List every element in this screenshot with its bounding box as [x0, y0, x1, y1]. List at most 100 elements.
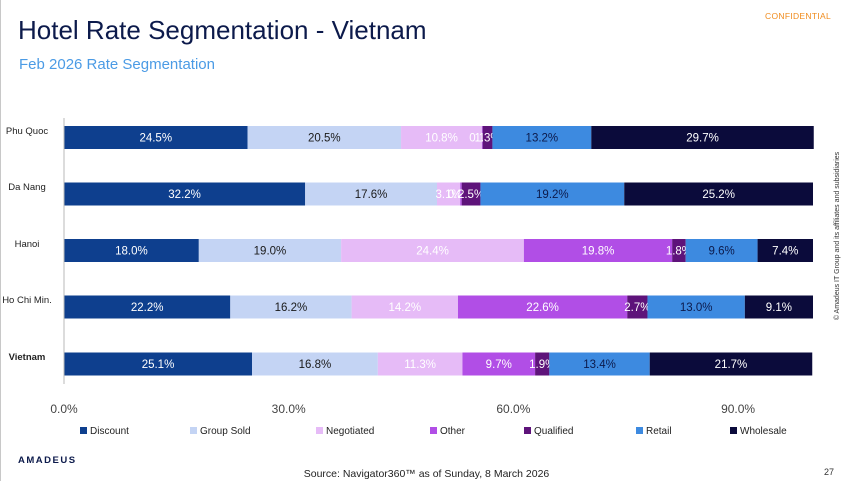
legend-item-wholesale: Wholesale: [730, 425, 787, 439]
bar-segment-discount: [64, 352, 252, 376]
bar-segment-retail: [647, 295, 745, 319]
data-label: 11.3%: [404, 359, 436, 371]
data-label: 21.7%: [715, 359, 748, 371]
data-label: 22.6%: [526, 302, 559, 314]
chart-legend: Discount Group Sold Negotiated Other Qualifi…: [80, 425, 800, 439]
bar-row-hanoi: 18.0% 19.0% 24.4% 19.8% 1.8% 9.6% 7.4%: [64, 239, 813, 262]
bar-segment-discount: [64, 126, 248, 149]
page-title: Hotel Rate Segmentation - Vietnam: [18, 15, 427, 45]
amadeus-logo: amadeus: [18, 455, 77, 466]
bar-segment-group-sold: [230, 295, 352, 319]
legend-swatch: [636, 427, 643, 434]
legend-item-discount: Discount: [80, 425, 129, 439]
data-label: 9.1%: [766, 302, 792, 314]
legend-label: Wholesale: [740, 426, 787, 437]
data-label: 14.2%: [388, 302, 421, 314]
bar-segment-negotiated: [341, 239, 524, 262]
bar-segment-discount: [64, 182, 306, 206]
bar-segment-discount: [64, 295, 231, 319]
data-label: 9.7%: [486, 359, 512, 371]
bar-segment-negotiated: [437, 182, 461, 206]
bar-segment-other: [460, 182, 462, 206]
category-label: Da Nang: [8, 182, 46, 193]
copyright-note: © Amadeus IT Group and its affiliates an…: [834, 151, 841, 321]
stacked-bar-chart: 24.5% 20.5% 10.8% 0.1%1.3% 13.2% 29.7%32.2% 17…: [50, 118, 814, 416]
bar-row-phu-quoc: 24.5% 20.5% 10.8% 0.1%1.3% 13.2% 29.7%: [64, 126, 814, 149]
left-frame-line: [0, 0, 1, 481]
legend-item-other: Other: [430, 425, 465, 439]
category-label: Hanoi: [14, 238, 40, 250]
data-label: 24.5%: [139, 133, 172, 145]
data-label: 1.9%: [529, 359, 555, 371]
legend-swatch: [316, 427, 323, 434]
bar-segment-group-sold: [305, 182, 438, 206]
data-label: 9.6%: [709, 246, 735, 258]
legend-item-group-sold: Group Sold: [190, 425, 251, 439]
legend-label: Other: [440, 426, 466, 437]
bar-row-ho-chi-min: 22.2% 16.2% 14.2% 22.6% 2.7% 13.0% 9.1%: [64, 295, 813, 319]
data-label: 20.5%: [308, 133, 341, 145]
page-number: 27: [823, 467, 834, 477]
legend-swatch: [524, 427, 531, 434]
bar-segment-negotiated: [351, 295, 458, 319]
legend-label: Group Sold: [200, 426, 251, 437]
bar-segment-wholesale: [591, 126, 814, 149]
data-label: 29.7%: [686, 133, 719, 145]
data-label: 16.2%: [275, 302, 308, 314]
bar-segment-retail: [480, 182, 625, 206]
data-label: 25.1%: [142, 359, 175, 371]
bar-segment-other: [457, 295, 628, 319]
x-tick-label: 90.0%: [721, 402, 755, 416]
bar-segment-qualified: [482, 126, 493, 149]
bar-segment-wholesale: [649, 352, 813, 376]
bar-segment-retail: [492, 126, 592, 149]
legend-label: Negotiated: [326, 426, 375, 437]
category-label: Vietnam: [8, 352, 46, 363]
bar-row-da-nang: 32.2% 17.6% 3.1%0.2%2.5% 19.2% 25.2%: [64, 182, 813, 206]
bar-segment-negotiated: [377, 352, 463, 376]
bar-segment-qualified: [672, 239, 686, 262]
bar-segment-qualified: [535, 352, 550, 376]
bar-segment-retail: [549, 352, 650, 376]
data-label: 2.7%: [624, 302, 650, 314]
category-label: Phu Quoc: [5, 125, 49, 137]
data-label: 19.8%: [582, 246, 615, 258]
data-label: 2.5%: [458, 189, 484, 201]
source-note: Source: Navigator360™ as of Sunday, 8 Ma…: [303, 468, 550, 480]
data-label: 19.0%: [254, 246, 287, 258]
legend-label: Discount: [90, 426, 129, 437]
legend-swatch: [80, 427, 87, 434]
bar-segment-group-sold: [247, 126, 402, 149]
legend-swatch: [190, 427, 197, 434]
legend-swatch: [430, 427, 437, 434]
data-label: 13.0%: [680, 302, 713, 314]
bar-segment-retail: [685, 239, 758, 262]
bar-segment-other: [481, 126, 483, 149]
bar-segment-qualified: [461, 182, 481, 206]
data-label: 19.2%: [536, 189, 569, 201]
legend-swatch: [730, 427, 737, 434]
data-label: 10.8%: [425, 133, 458, 145]
legend-label: Retail: [646, 426, 672, 437]
legend-item-retail: Retail: [636, 425, 672, 439]
bar-segment-qualified: [627, 295, 648, 319]
data-label: 16.8%: [299, 359, 332, 371]
data-label: 25.2%: [702, 189, 735, 201]
data-label: 1.8%: [666, 246, 692, 258]
bar-segment-wholesale: [757, 239, 813, 262]
bar-segment-discount: [64, 239, 199, 262]
data-label: 7.4%: [772, 246, 798, 258]
legend-item-qualified: Qualified: [524, 425, 573, 439]
legend-label: Qualified: [534, 426, 574, 437]
bar-segment-other: [462, 352, 536, 376]
page-subtitle: Feb 2026 Rate Segmentation: [19, 56, 215, 73]
confidential-label: CONFIDENTIAL: [765, 11, 831, 21]
bar-segment-negotiated: [401, 126, 482, 149]
bar-segment-group-sold: [251, 352, 378, 376]
x-tick-label: 60.0%: [496, 402, 530, 416]
x-tick-label: 0.0%: [50, 402, 78, 416]
legend-item-negotiated: Negotiated: [316, 425, 374, 439]
bar-segment-wholesale: [624, 182, 813, 206]
data-label: 32.2%: [168, 189, 201, 201]
data-label: 22.2%: [131, 302, 164, 314]
